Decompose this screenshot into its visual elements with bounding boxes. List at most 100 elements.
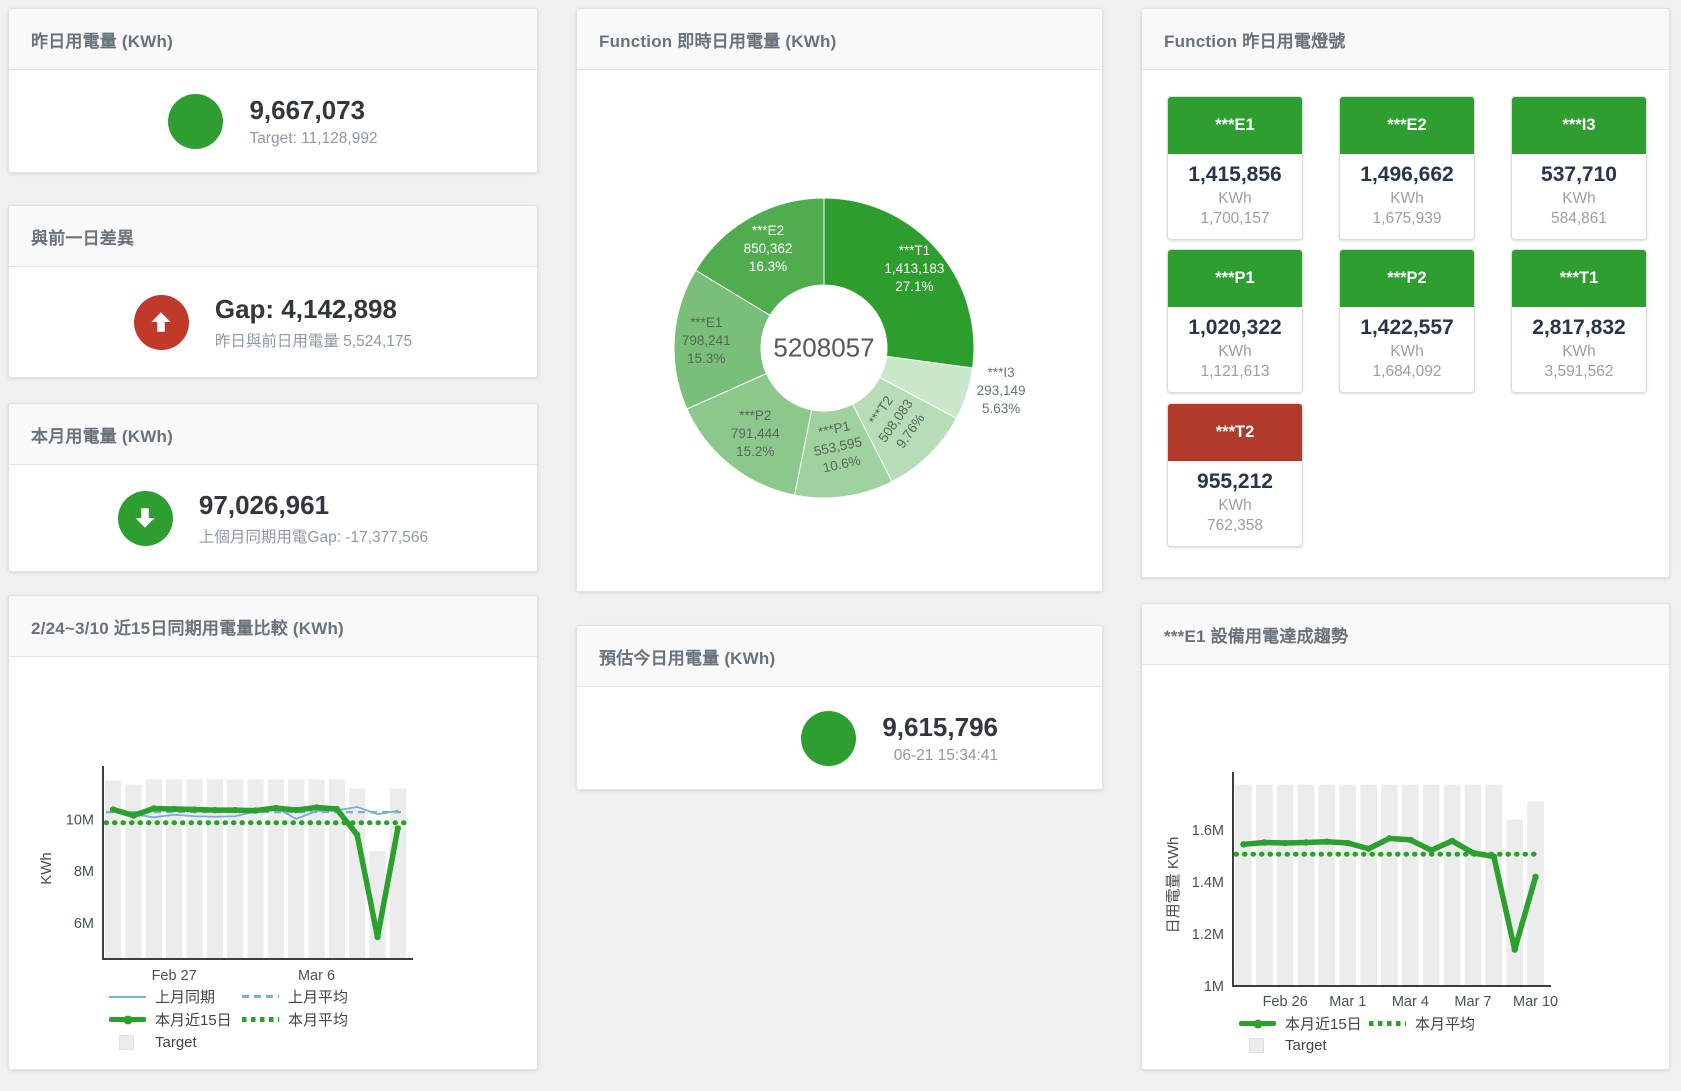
stat-text: 97,026,961 上個月同期用電Gap: -17,377,566 [199,489,428,547]
tile-status-header: ***I3 [1512,97,1646,154]
tile-target: 1,684,092 [1372,363,1442,380]
status-circle-icon [168,93,224,149]
legend-label: 上月平均 [288,989,349,1006]
light-tile-P1[interactable]: ***P1 1,020,322 KWh 1,121,613 [1167,249,1303,393]
svg-text:Mar 10: Mar 10 [1513,994,1558,1010]
svg-text:1M: 1M [1204,979,1224,995]
card-yesterday-usage: 昨日用電量 (KWh) 9,667,073 Target: 11,128,992 [8,8,538,173]
tile-status-header: ***T1 [1512,250,1646,307]
stat-subtitle: 昨日與前日用電量 5,524,175 [214,332,413,350]
light-tile-E1[interactable]: ***E1 1,415,856 KWh 1,700,157 [1167,96,1303,240]
stat-value: 97,026,961 [198,490,330,521]
status-circle-icon [801,710,857,766]
legend-item: 上月平均 [242,986,375,1007]
legend-label: 本月平均 [288,1012,349,1029]
legend-swatch-dotted-icon [242,1017,279,1022]
tile-target: 1,675,939 [1372,210,1442,227]
arrow-up-icon [133,294,189,350]
compare-chart-legend: 上月同期 上月平均本月近15日 本月平均 Target [9,596,537,1069]
tile-status-header: ***P1 [1168,250,1302,307]
legend-item: 本月平均 [242,1009,375,1030]
legend-swatch-thick-icon [109,1015,146,1024]
trend-chart: 1M 1.2M 1.4M 1.6M Feb 26 Mar 1 Mar 4 Mar 7 Mar 1… [1165,772,1558,1010]
light-tile-T2[interactable]: ***T2 955,212 KWh 762,358 [1167,403,1303,547]
tile-unit: KWh [1390,190,1424,207]
donut-slice-label: ***T1 1,413,183 27.1% [884,243,945,295]
tile-unit: KWh [1218,343,1252,360]
tile-body: 2,817,832 KWh 3,591,562 [1512,307,1646,392]
tile-value: 1,496,662 [1360,163,1454,186]
legend-item: 上月同期 [109,986,242,1007]
card-header: 昨日用電量 (KWh) [9,9,537,70]
stat-value: 9,615,796 [882,712,998,743]
stat-text: 9,667,073 Target: 11,128,992 [249,94,377,148]
svg-text:1.6M: 1.6M [1192,823,1224,839]
legend-item: 本月近15日 [1239,1013,1369,1034]
card-title: 預估今日用電量 (KWh) [599,648,776,668]
card-header: Function 即時日用電量 (KWh) [577,9,1102,70]
card-title: ***E1 設備用電達成趨勢 [1164,626,1349,646]
tile-status-header: ***T2 [1168,404,1302,461]
donut-slice-label: ***E2 850,362 16.3% [743,222,793,274]
legend-label: Target [155,1034,197,1051]
compare-chart: 6M 8M 10M Feb 27 Mar 6 KWh [38,766,413,984]
legend-swatch-dashed-icon [242,995,279,998]
tile-target: 762,358 [1206,517,1264,534]
svg-text:1.4M: 1.4M [1192,875,1224,891]
stat-body: 9,667,073 Target: 11,128,992 [9,70,537,172]
svg-text:Mar 6: Mar 6 [298,968,335,984]
tile-value: 1,415,856 [1188,163,1282,186]
tile-unit: KWh [1562,343,1596,360]
tile-unit: KWh [1218,497,1252,514]
tile-value: 955,212 [1197,470,1273,493]
card-compare-chart: 2/24~3/10 近15日同期用電量比較 (KWh) 6M 8M 10M Feb 2… [8,595,538,1070]
light-tile-T1[interactable]: ***T1 2,817,832 KWh 3,591,562 [1511,249,1647,393]
trend-chart-legend: 本月近15日 本月平均 Target [1142,604,1669,1069]
card-title: 本月用電量 (KWh) [31,426,173,446]
donut-slice-label: ***P1 553,595 10.6% [812,418,863,476]
tile-value: 537,710 [1541,163,1617,186]
donut-center-total: 5208057 [773,332,875,363]
legend-swatch-thick-icon [1239,1019,1276,1028]
stat-body: Gap: 4,142,898 昨日與前日用電量 5,524,175 [9,267,537,377]
svg-text:Feb 27: Feb 27 [152,968,197,984]
tile-value: 2,817,832 [1532,316,1626,339]
card-day-gap: 與前一日差異 Gap: 4,142,898 昨日與前日用電量 5,524,175 [8,205,538,378]
donut-chart [673,197,975,499]
svg-text:10M: 10M [66,812,94,828]
svg-text:Mar 4: Mar 4 [1392,994,1429,1010]
legend-item: 本月平均 [1369,1013,1499,1034]
legend-swatch-thin-icon [109,995,146,998]
legend-swatch-square-icon [1249,1038,1264,1053]
stat-text: Gap: 4,142,898 昨日與前日用電量 5,524,175 [215,293,412,351]
tile-status-header: ***E1 [1168,97,1302,154]
svg-text:6M: 6M [74,916,94,932]
legend-item: Target [1239,1037,1369,1054]
tile-status-header: ***E2 [1340,97,1474,154]
legend-item: Target [109,1034,242,1051]
tile-body: 1,415,856 KWh 1,700,157 [1168,154,1302,239]
tile-target: 584,861 [1550,210,1608,227]
stat-body: 9,615,796 06-21 15:34:41 [577,687,1102,789]
legend-label: Target [1285,1037,1327,1054]
light-tile-E2[interactable]: ***E2 1,496,662 KWh 1,675,939 [1339,96,1475,240]
card-lights: Function 昨日用電燈號 ***E1 1,415,856 KWh 1,700,1… [1141,8,1670,578]
card-header: Function 昨日用電燈號 [1142,9,1669,70]
light-tile-I3[interactable]: ***I3 537,710 KWh 584,861 [1511,96,1647,240]
legend-item: 本月近15日 [109,1009,242,1030]
stat-value: Gap: 4,142,898 [214,294,397,325]
card-header: 預估今日用電量 (KWh) [577,626,1102,687]
tile-target: 3,591,562 [1544,363,1614,380]
card-estimate-today: 預估今日用電量 (KWh) 9,615,796 06-21 15:34:41 [576,625,1103,790]
card-header: 本月用電量 (KWh) [9,404,537,465]
stat-text: 9,615,796 06-21 15:34:41 [882,711,998,765]
stat-subtitle: 上個月同期用電Gap: -17,377,566 [198,528,429,546]
card-header: ***E1 設備用電達成趨勢 [1142,604,1669,665]
light-tile-P2[interactable]: ***P2 1,422,557 KWh 1,684,092 [1339,249,1475,393]
legend-swatch-square-icon [119,1035,134,1050]
card-month-usage: 本月用電量 (KWh) 97,026,961 上個月同期用電Gap: -17,3… [8,403,538,572]
svg-text:Mar 7: Mar 7 [1454,994,1491,1010]
tile-unit: KWh [1390,343,1424,360]
svg-text:1.2M: 1.2M [1192,927,1224,943]
stat-body: 97,026,961 上個月同期用電Gap: -17,377,566 [9,465,537,571]
